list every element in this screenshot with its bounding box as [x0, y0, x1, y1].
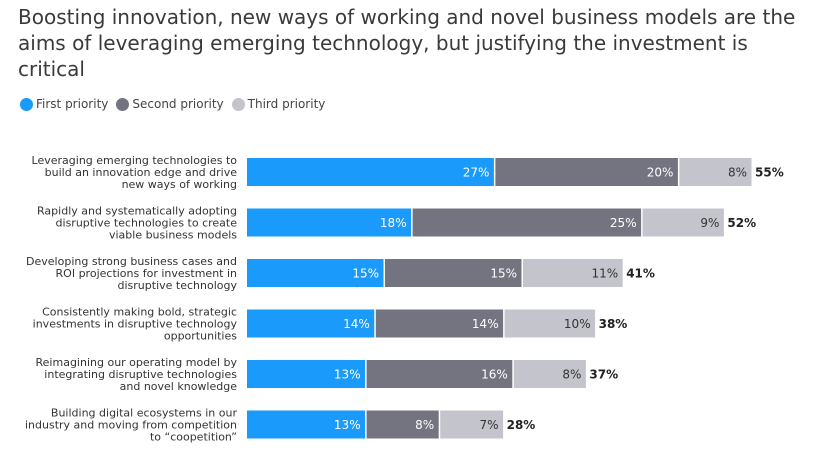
data-label: 8% — [415, 418, 434, 432]
bar-segment-1 — [247, 158, 494, 186]
chart-title: Boosting innovation, new ways of working… — [18, 5, 796, 81]
data-label: 14% — [343, 317, 370, 331]
bar-segment-3 — [513, 360, 586, 388]
data-label: 10% — [564, 317, 591, 331]
category-label: Consistently making bold, strategic inves… — [33, 306, 238, 343]
total-label: 41% — [626, 267, 655, 281]
data-label: 8% — [562, 368, 581, 382]
data-label: 8% — [728, 166, 747, 180]
legend-item-second: Second priority — [116, 97, 224, 111]
legend-label-first: First priority — [36, 97, 109, 111]
legend-item-first: First priority — [20, 97, 108, 111]
category-label: Developing strong business cases and ROI … — [26, 255, 237, 292]
total-label: 28% — [507, 418, 536, 432]
bar-segment-3 — [523, 259, 623, 287]
data-label: 13% — [334, 418, 361, 432]
data-label: 7% — [480, 418, 499, 432]
bar-segment-1 — [247, 410, 366, 439]
bar-segment-3 — [679, 158, 752, 186]
bar-segment-3 — [642, 208, 724, 237]
bar-segment-1 — [247, 208, 412, 237]
bar-segment-1 — [247, 360, 366, 388]
bar-segment-2 — [366, 360, 513, 388]
legend-label-second: Second priority — [132, 97, 224, 111]
data-label: 15% — [352, 267, 379, 281]
bar-segment-1 — [247, 309, 375, 338]
category-label: Reimagining our operating model by integr… — [36, 356, 238, 393]
category-label: Building digital ecosystems in our indust… — [25, 407, 237, 444]
bar-segment-2 — [375, 309, 504, 338]
legend-swatch-first — [20, 97, 33, 111]
legend: First priority Second priority Third pri… — [20, 97, 325, 111]
legend-label-third: Third priority — [247, 97, 326, 111]
data-label: 16% — [481, 368, 508, 382]
total-label: 37% — [589, 368, 618, 382]
data-label: 27% — [463, 166, 490, 180]
legend-item-third: Third priority — [231, 97, 326, 111]
data-label: 11% — [592, 267, 619, 281]
bar-segment-1 — [247, 259, 384, 287]
data-label: 20% — [647, 166, 674, 180]
data-label: 9% — [700, 216, 719, 230]
total-label: 38% — [599, 317, 628, 331]
data-label: 15% — [490, 267, 517, 281]
data-label: 13% — [334, 368, 361, 382]
total-label: 52% — [727, 216, 756, 230]
bar-segment-2 — [495, 158, 678, 186]
legend-swatch-third — [231, 97, 245, 111]
category-label: Leveraging emerging technologies to build… — [32, 154, 238, 191]
legend-swatch-second — [116, 97, 130, 111]
bar-segment-2 — [412, 208, 642, 237]
bar-segment-3 — [440, 410, 504, 439]
data-label: 18% — [380, 216, 407, 230]
data-label: 14% — [472, 317, 499, 331]
bar-segment-3 — [504, 309, 596, 338]
data-label: 25% — [610, 216, 637, 230]
category-label: Rapidly and systematically adopting disru… — [37, 205, 237, 242]
total-label: 55% — [755, 166, 784, 180]
bar-segment-2 — [385, 259, 522, 287]
bar-segment-2 — [366, 410, 439, 439]
